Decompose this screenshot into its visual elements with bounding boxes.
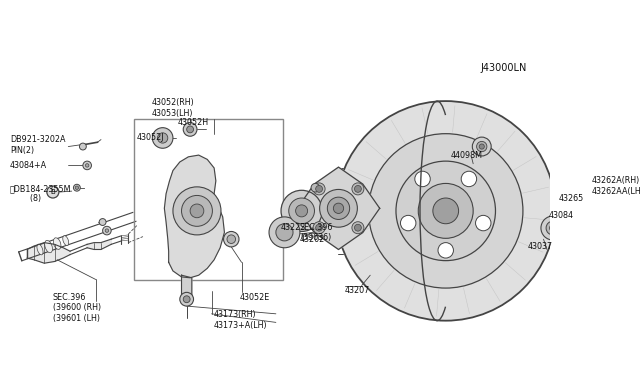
Circle shape [296, 205, 308, 217]
Text: 43262A(RH)
43262AA(LH): 43262A(RH) 43262AA(LH) [591, 176, 640, 196]
Circle shape [183, 296, 190, 303]
Text: 43265: 43265 [559, 193, 584, 202]
Circle shape [580, 178, 589, 187]
Text: 43052E: 43052E [240, 293, 270, 302]
Text: 43052J: 43052J [137, 134, 164, 142]
Circle shape [563, 202, 572, 211]
Circle shape [276, 224, 293, 241]
Polygon shape [182, 275, 192, 298]
Circle shape [223, 231, 239, 247]
Circle shape [477, 141, 487, 152]
Circle shape [83, 161, 92, 170]
Circle shape [566, 180, 582, 195]
Ellipse shape [37, 244, 43, 255]
Text: 43222: 43222 [281, 223, 307, 232]
Circle shape [182, 195, 212, 226]
Circle shape [313, 222, 325, 234]
Circle shape [319, 189, 357, 227]
Circle shape [559, 198, 576, 215]
Circle shape [281, 190, 322, 231]
Circle shape [316, 224, 323, 231]
Polygon shape [27, 243, 70, 263]
Circle shape [352, 222, 364, 234]
Circle shape [74, 184, 80, 191]
Circle shape [476, 215, 491, 231]
Ellipse shape [45, 240, 52, 253]
Circle shape [401, 215, 416, 231]
Circle shape [269, 217, 300, 248]
Bar [134, 119, 283, 280]
Circle shape [79, 143, 86, 150]
Circle shape [415, 171, 430, 187]
Circle shape [47, 186, 59, 198]
Polygon shape [298, 167, 380, 250]
Circle shape [316, 186, 323, 192]
Circle shape [541, 216, 565, 240]
Text: 43052H: 43052H [177, 118, 209, 127]
Circle shape [419, 183, 473, 238]
Polygon shape [164, 155, 225, 278]
Circle shape [105, 229, 109, 232]
Circle shape [438, 243, 454, 258]
Circle shape [152, 128, 173, 148]
Text: DB921-3202A
PIN(2): DB921-3202A PIN(2) [10, 135, 65, 154]
Text: B: B [51, 189, 55, 195]
Circle shape [227, 235, 236, 243]
Circle shape [355, 224, 362, 231]
Text: 43173(RH)
43173+A(LH): 43173(RH) 43173+A(LH) [214, 310, 268, 330]
Circle shape [550, 225, 556, 231]
Ellipse shape [63, 236, 68, 246]
Text: SEC.396
(39636): SEC.396 (39636) [300, 222, 333, 242]
Text: 43084: 43084 [548, 211, 573, 219]
Circle shape [546, 221, 560, 235]
Text: 43037: 43037 [528, 241, 553, 251]
Circle shape [336, 101, 556, 321]
Circle shape [86, 164, 89, 167]
Text: J43000LN: J43000LN [480, 62, 527, 73]
Circle shape [433, 198, 459, 224]
Circle shape [183, 122, 197, 136]
Polygon shape [87, 239, 111, 250]
Circle shape [355, 186, 362, 192]
Circle shape [289, 198, 314, 224]
Circle shape [180, 292, 193, 306]
Text: 43052(RH)
43053(LH): 43052(RH) 43053(LH) [152, 98, 195, 118]
Circle shape [479, 144, 484, 149]
Circle shape [313, 183, 325, 195]
Text: ⒷDB184-2355M
        (8): ⒷDB184-2355M (8) [10, 184, 72, 203]
Text: 43202: 43202 [300, 235, 325, 244]
Circle shape [102, 226, 111, 235]
Circle shape [472, 137, 491, 156]
Circle shape [396, 161, 495, 261]
Circle shape [99, 219, 106, 225]
Ellipse shape [53, 238, 61, 249]
Circle shape [369, 134, 523, 288]
Circle shape [461, 171, 477, 187]
Text: SEC.396
(39600 (RH)
(39601 (LH): SEC.396 (39600 (RH) (39601 (LH) [53, 293, 101, 323]
Circle shape [173, 187, 221, 235]
Circle shape [190, 204, 204, 218]
Text: 44098M: 44098M [451, 151, 483, 160]
Text: 43084+A: 43084+A [10, 161, 47, 170]
Text: 43207: 43207 [344, 286, 370, 295]
Circle shape [75, 186, 79, 189]
Circle shape [333, 203, 344, 214]
Circle shape [157, 133, 168, 143]
Circle shape [311, 183, 319, 192]
Circle shape [327, 197, 349, 219]
Circle shape [187, 126, 193, 133]
Circle shape [352, 183, 364, 195]
